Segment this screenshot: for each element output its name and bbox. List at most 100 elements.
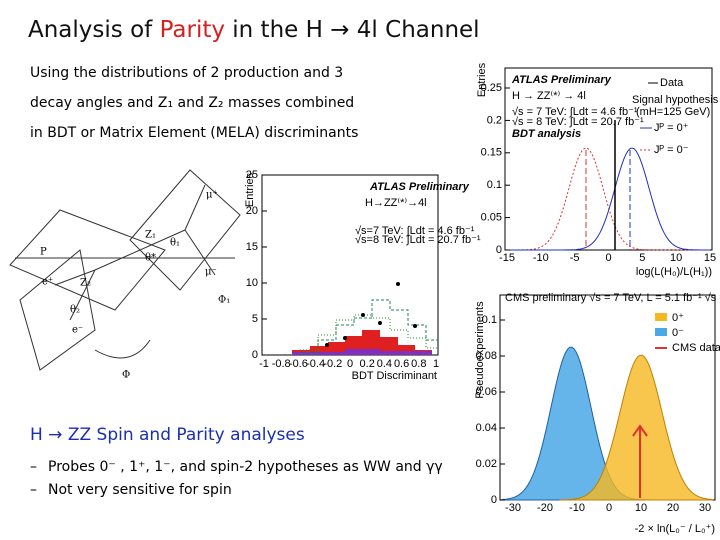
legend-entry: (mH=125 GeV) — [636, 106, 710, 118]
lumi: √s = 8 TeV: ∫Ldt = 20.7 fb⁻¹ — [512, 116, 644, 128]
y-tick-label: 0.02 — [476, 458, 497, 470]
bullet-dash: – — [30, 482, 37, 498]
x-label: log(L(H₀)/L(H₁)) — [636, 266, 712, 278]
lepton — [69, 269, 96, 321]
y-tick-label: 5 — [252, 313, 258, 325]
intro-line: in BDT or Matrix Element (MELA) discrimi… — [30, 125, 358, 141]
y-tick-label: 0 — [252, 349, 258, 361]
lumi: √s=8 TeV: ∫Ldt = 20.7 fb⁻¹ — [355, 234, 481, 246]
y-tick-label: 0.04 — [476, 422, 497, 434]
diagram-label: P — [40, 247, 47, 258]
dist-0plus — [559, 354, 714, 501]
legend-entry: Data — [660, 77, 684, 89]
title-highlight: Parity — [160, 17, 225, 43]
bullet-dash: – — [30, 459, 37, 475]
diagram-label: θ₂ — [70, 305, 80, 316]
y-tick-label: 20 — [246, 205, 258, 217]
legend-swatch — [655, 313, 667, 321]
y-label: Entries — [476, 62, 488, 97]
lumi: √s = 7 TeV: ∫Ldt = 4.6 fb⁻¹ — [512, 106, 638, 118]
plane — [19, 249, 96, 371]
x-tick-label: 0.6 — [394, 358, 409, 370]
x-label: -2 × ln(L₀⁻ / L₀⁺) — [635, 523, 715, 535]
y-tick-label: 0 — [496, 244, 502, 256]
channel: H → ZZ⁽*⁾ → 4l — [512, 90, 586, 102]
legend-entry: Jᴾ = 0⁻ — [654, 144, 689, 156]
y-tick-label: 15 — [246, 241, 258, 253]
diagram-label: θ* — [145, 253, 156, 264]
diagram-label: Z₁ — [145, 230, 156, 241]
experiment: ATLAS Preliminary — [369, 181, 470, 193]
y-tick-label: 0.06 — [476, 386, 497, 398]
legend-entry: CMS data — [672, 342, 720, 354]
x-tick-label: 1 — [433, 358, 439, 370]
y-tick-label: 0 — [491, 494, 497, 506]
legend-entry: 0⁻ — [672, 327, 684, 339]
legend-entry: Signal hypothesis — [632, 94, 719, 106]
signal-0minus — [300, 314, 438, 351]
y-tick-label: 0.08 — [476, 350, 497, 362]
slide-title: Analysis of Parity in the H → 4l Channel — [28, 17, 480, 43]
y-tick-label: 10 — [246, 277, 258, 289]
x-tick-label: 0 — [606, 502, 612, 514]
x-tick-label: -0.4 — [306, 358, 325, 370]
x-tick-label: -0.2 — [323, 358, 342, 370]
x-tick-label: -1 — [259, 358, 269, 370]
x-tick-label: 0.4 — [377, 358, 392, 370]
x-tick-label: 0.2 — [360, 358, 375, 370]
lepton — [184, 184, 206, 231]
z-line — [94, 229, 186, 271]
data-arrow-head — [632, 424, 648, 437]
x-tick-label: 0 — [605, 252, 611, 264]
x-tick-label: -30 — [505, 502, 521, 514]
x-tick-label: 20 — [667, 502, 679, 514]
x-tick-label: 30 — [699, 502, 711, 514]
lepton — [54, 269, 96, 286]
cms-plot: CMS preliminary √s = 7 TeV, L = 5.1 fb⁻¹… — [474, 292, 720, 535]
diagram-label: e⁻ — [72, 325, 83, 336]
diagram-label: e⁺ — [42, 277, 53, 288]
x-tick-label: -0.8 — [272, 358, 291, 370]
diagram-label: Φ — [122, 370, 130, 381]
intro-line: Using the distributions of 2 production … — [30, 65, 343, 81]
bullet: Probes 0⁻ , 1⁺, 1⁻, and spin-2 hypothese… — [48, 459, 443, 475]
plane — [129, 169, 241, 291]
x-tick-label: 10 — [670, 252, 682, 264]
frame — [504, 67, 713, 251]
x-tick-label: 0.8 — [411, 358, 426, 370]
legend-entry: Jᴾ = 0⁺ — [654, 122, 689, 134]
x-tick-label: -0.6 — [289, 358, 308, 370]
y-tick-label: 0.05 — [481, 212, 502, 224]
plane — [9, 209, 166, 311]
x-tick-label: 5 — [639, 252, 645, 264]
channel: H→ZZ⁽*⁾→4l — [365, 197, 427, 209]
y-tick-label: 0.2 — [487, 114, 502, 126]
x-tick-label: -10 — [569, 502, 585, 514]
lepton — [184, 229, 216, 276]
y-tick-label: 0.1 — [482, 314, 497, 326]
lumi: √s=7 TeV: ∫Ldt = 4.6 fb⁻¹ — [355, 225, 475, 237]
bullet: Not very sensitive for spin — [48, 482, 232, 498]
section-heading: H → ZZ Spin and Parity analyses — [30, 425, 305, 445]
y-label: Pseudoexperiments — [474, 301, 486, 399]
diagram-label: θ₁ — [170, 238, 180, 249]
y-tick-label: 25 — [246, 169, 258, 181]
x-tick-label: 0 — [347, 358, 353, 370]
angle-arc — [94, 339, 151, 359]
title-part: in the H → 4l Channel — [225, 17, 480, 43]
atlas-plot: Entries log(L(H₀)/L(H₁)) ATLAS Prelimina… — [476, 62, 719, 278]
y-tick-label: 0.15 — [481, 147, 502, 159]
diagram-label: Z₂ — [80, 278, 91, 289]
signal-0plus — [300, 299, 438, 355]
diagram-labels: P Z₁ Z₂ θ₁ θ₂ θ* Φ Φ₁ e⁺ e⁻ μ⁺ μ⁻ — [40, 190, 230, 381]
x-tick-label: 10 — [635, 502, 647, 514]
diagram-label: Φ₁ — [218, 295, 230, 306]
background-zz — [292, 330, 432, 355]
decay-diagram — [9, 169, 241, 371]
x-tick-label: -15 — [499, 252, 515, 264]
x-tick-label: 15 — [704, 252, 716, 264]
background-zjets — [292, 349, 432, 355]
